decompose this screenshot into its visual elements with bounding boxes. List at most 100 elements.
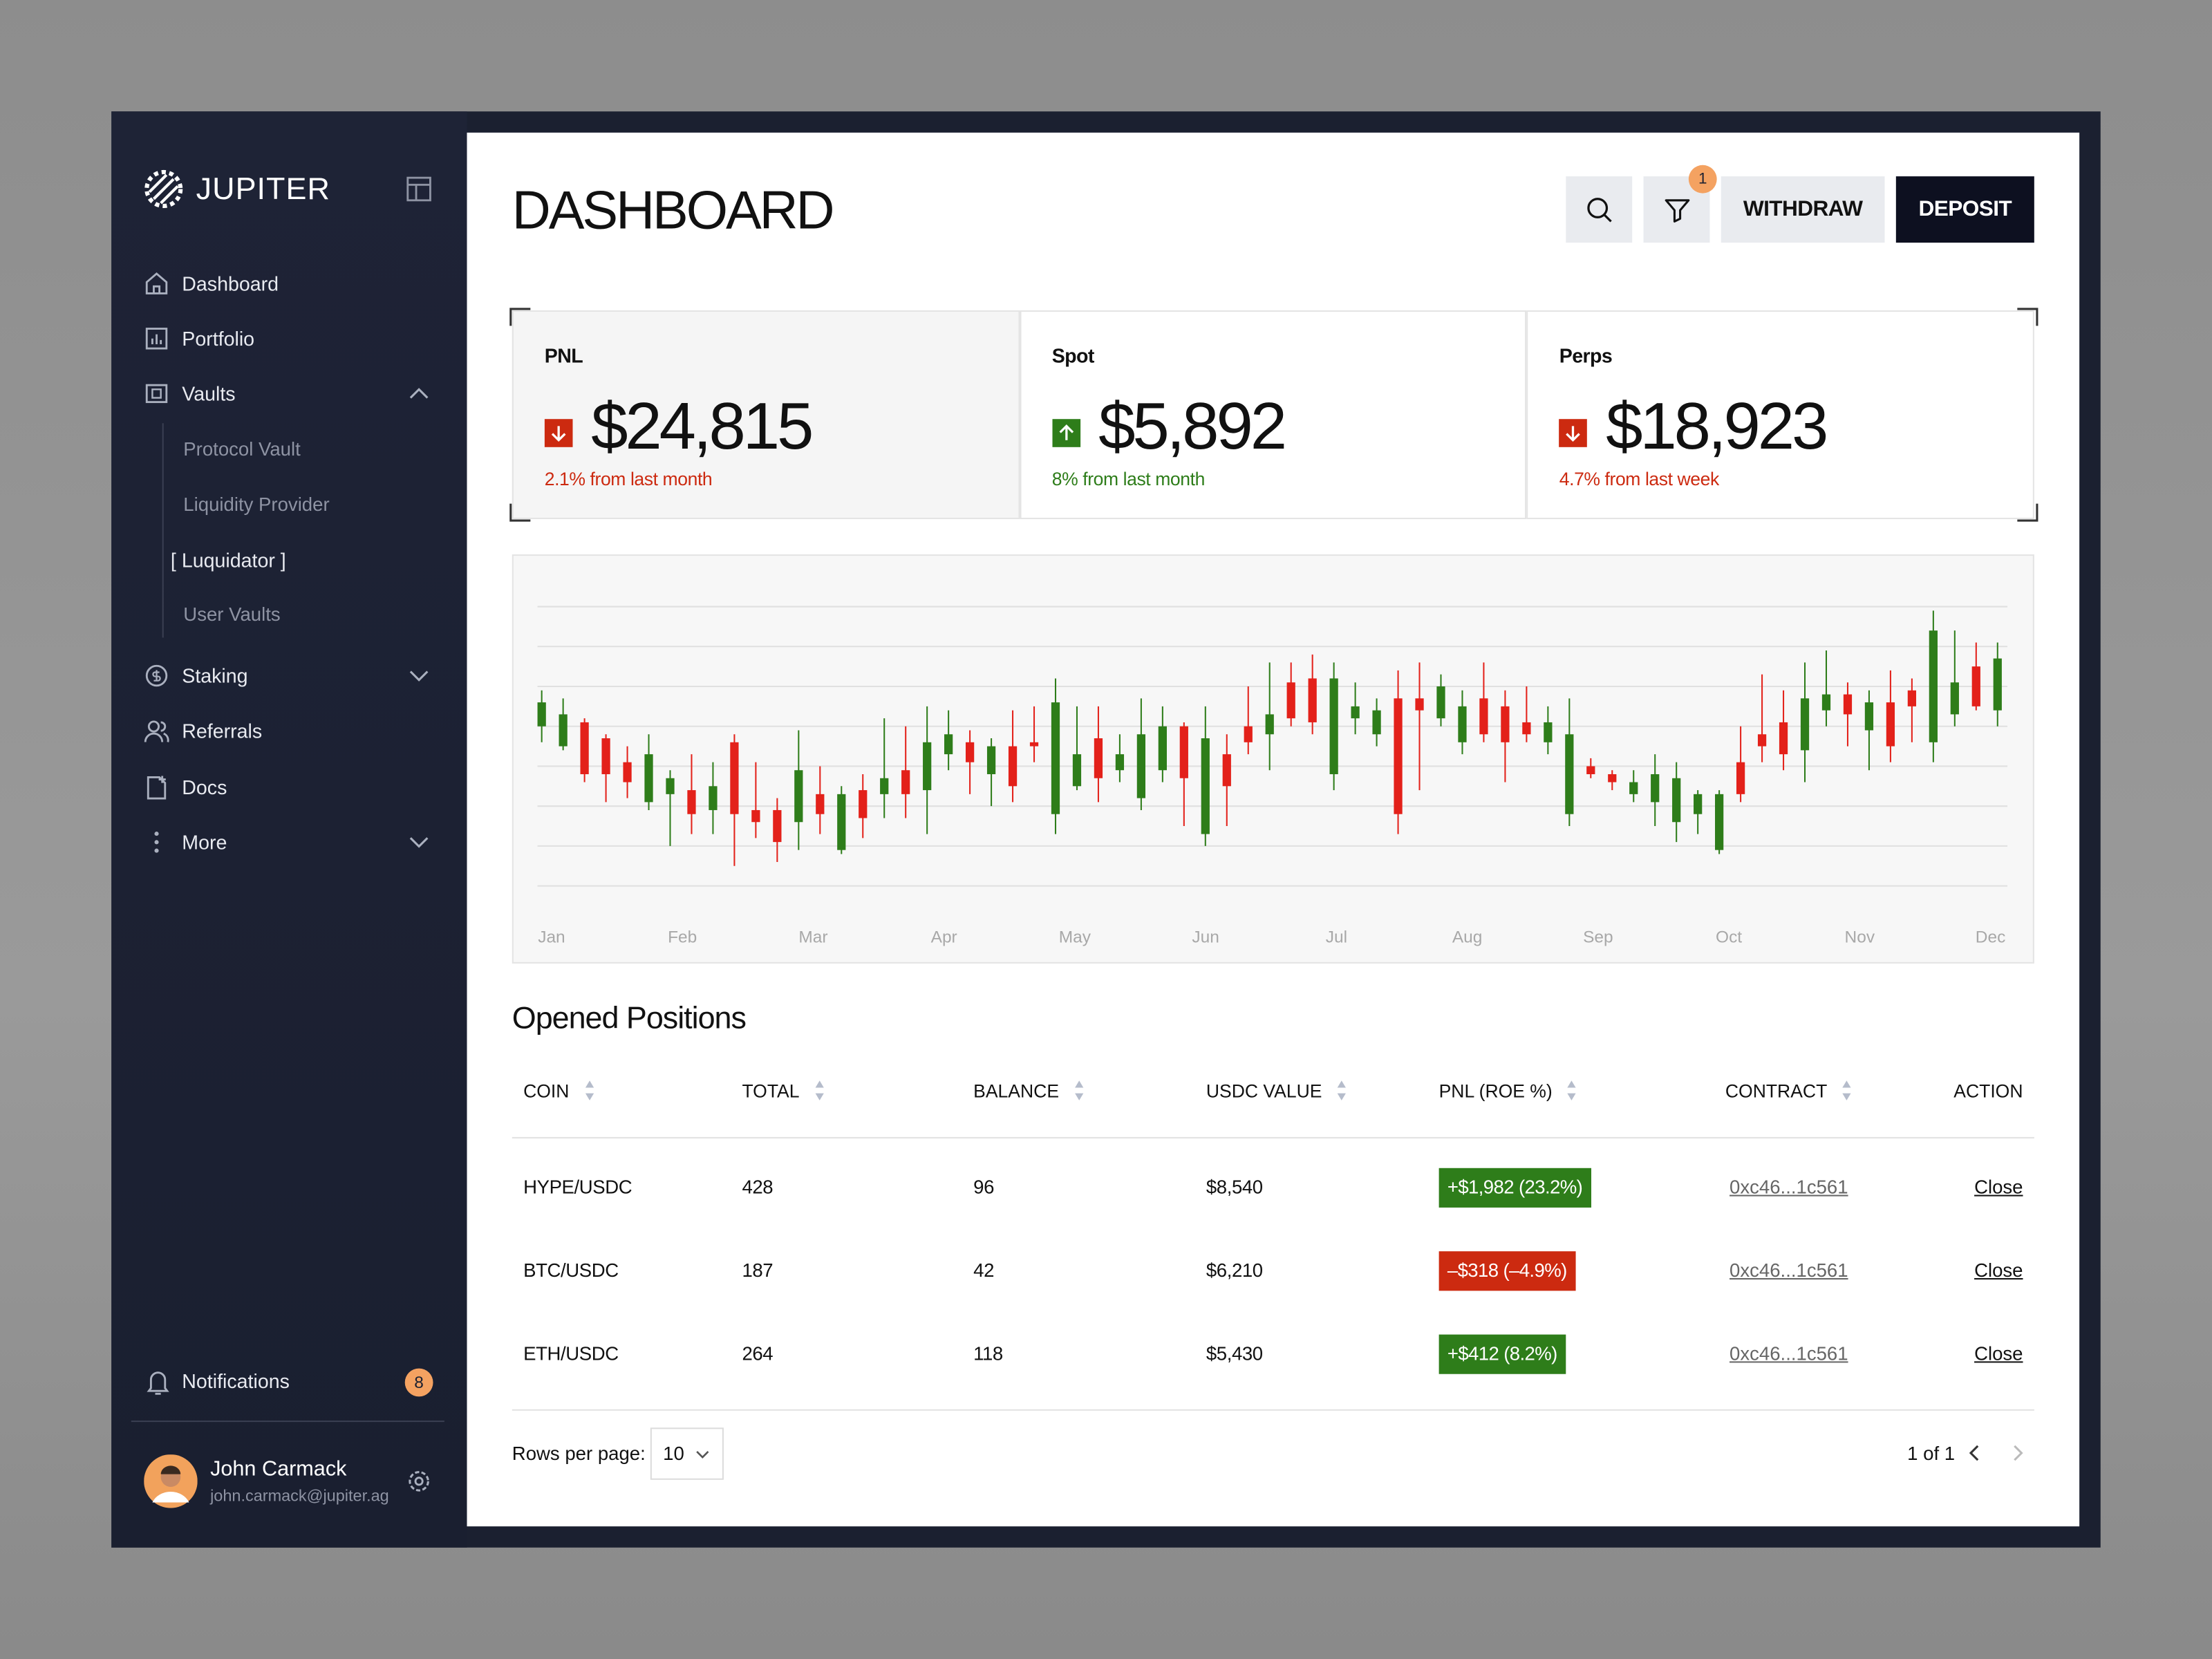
pnl-badge: +$1,982 (23.2%) [1438, 1168, 1591, 1208]
candle-body [880, 778, 889, 794]
candle-body [1757, 734, 1767, 747]
sort-icon [584, 1080, 594, 1100]
nav-sub-item[interactable]: Liquidity Provider [183, 494, 330, 515]
settings-button[interactable] [406, 1468, 432, 1494]
sidebar [111, 111, 467, 1548]
collapse-button[interactable] [406, 176, 432, 202]
prev-page[interactable] [1965, 1443, 1982, 1463]
contract-link[interactable]: 0xc46...1c561 [1730, 1177, 1848, 1198]
candle-body [1372, 710, 1381, 735]
sort-icon [1074, 1080, 1083, 1100]
close-button[interactable]: Close [1974, 1342, 2023, 1365]
stat-change: 2.1% from last month [544, 468, 713, 490]
search-button[interactable] [1566, 176, 1633, 243]
nav-item[interactable]: Portfolio [182, 327, 255, 350]
deposit-button[interactable]: DEPOSIT [1895, 176, 2034, 243]
candle-body [1886, 702, 1895, 747]
stat-label: Spot [1051, 344, 1095, 367]
column-header[interactable]: TOTAL [742, 1080, 800, 1102]
candle-body [1308, 678, 1317, 722]
cell: HYPE/USDC [523, 1177, 632, 1198]
rows-select[interactable]: 10 [650, 1427, 724, 1480]
candle-body [1821, 694, 1831, 711]
candle-body [1458, 706, 1467, 742]
candle-body [666, 778, 675, 794]
x-tick-label: Jul [1326, 928, 1347, 947]
cell: 118 [973, 1342, 1003, 1365]
cell: $5,430 [1206, 1342, 1263, 1365]
close-button[interactable]: Close [1974, 1177, 2023, 1198]
candle-body [837, 794, 846, 850]
rows-per-page-label: Rows per page: [512, 1443, 646, 1465]
stat-card [1019, 310, 1527, 520]
stat-value: $18,923 [1606, 388, 1828, 463]
brand: JUPITER [196, 170, 330, 206]
candle-body [644, 754, 653, 803]
x-tick-label: Jan [538, 928, 565, 947]
cell: 42 [973, 1259, 994, 1282]
candle-body [965, 742, 975, 762]
candle-body [1843, 694, 1853, 715]
candle-body [1415, 698, 1424, 711]
nav-item[interactable]: Staking [182, 664, 248, 687]
candle-body [1501, 706, 1510, 742]
column-header[interactable]: COIN [523, 1080, 570, 1102]
x-tick-label: Sep [1583, 928, 1613, 947]
nav-sub-item[interactable]: User Vaults [183, 603, 281, 626]
stat-value: $24,815 [591, 388, 814, 463]
column-header[interactable]: PNL (ROE %) [1438, 1080, 1553, 1102]
nav-icon [154, 832, 159, 853]
candle-body [623, 762, 632, 782]
nav-item[interactable]: Dashboard [182, 272, 279, 295]
column-header[interactable]: USDC VALUE [1206, 1080, 1322, 1102]
next-page[interactable] [2010, 1443, 2027, 1463]
x-tick-label: Nov [1845, 928, 1875, 947]
x-tick-label: Apr [931, 928, 957, 947]
nav-icon [145, 384, 168, 404]
x-tick-label: Oct [1716, 928, 1742, 947]
candle-body [1586, 766, 1595, 774]
cell: 187 [742, 1259, 774, 1282]
candle-body [559, 714, 568, 747]
notifications-badge: 8 [404, 1368, 433, 1397]
candle-body [1672, 778, 1681, 823]
candle-body [1286, 682, 1295, 719]
nav-sub-item[interactable]: [ Luquidator ] [170, 548, 286, 572]
stat-value: $5,892 [1098, 388, 1287, 463]
candle-body [1051, 702, 1060, 814]
nav-item[interactable]: Referrals [182, 719, 263, 742]
candle-body [1201, 738, 1210, 834]
candle-body [1715, 794, 1724, 850]
nav-sub-item[interactable]: Protocol Vault [183, 438, 301, 460]
sort-icon [1568, 1080, 1577, 1100]
contract-link[interactable]: 0xc46...1c561 [1730, 1342, 1848, 1365]
candle-body [1479, 698, 1488, 735]
withdraw-button[interactable]: WITHDRAW [1721, 176, 1885, 243]
nav-icon [147, 776, 167, 800]
candle-body [709, 786, 718, 810]
candle-body [1222, 754, 1231, 787]
candle-body [1072, 754, 1082, 787]
column-header[interactable]: BALANCE [973, 1080, 1060, 1102]
nav-item[interactable]: More [182, 831, 227, 854]
contract-link[interactable]: 0xc46...1c561 [1730, 1259, 1848, 1282]
sort-icon [1842, 1080, 1851, 1100]
notifications-label[interactable]: Notifications [182, 1369, 290, 1393]
column-header[interactable]: CONTRACT [1725, 1080, 1828, 1102]
close-button[interactable]: Close [1974, 1259, 2023, 1282]
nav-item[interactable]: Docs [182, 776, 227, 799]
sort-icon [1337, 1080, 1347, 1100]
nav-item[interactable]: Vaults [182, 382, 236, 405]
header-rule [512, 1136, 2034, 1138]
chevron [409, 671, 429, 682]
stat-change: 4.7% from last week [1559, 468, 1720, 490]
candle-body [816, 794, 825, 814]
user-email: john.carmack@jupiter.ag [210, 1488, 389, 1506]
avatar [144, 1454, 198, 1508]
candle-body [1864, 702, 1874, 731]
page-indicator: 1 of 1 [1907, 1443, 1956, 1465]
candle-body [923, 742, 932, 791]
candle-body [1651, 774, 1660, 803]
candle-body [1158, 726, 1167, 771]
